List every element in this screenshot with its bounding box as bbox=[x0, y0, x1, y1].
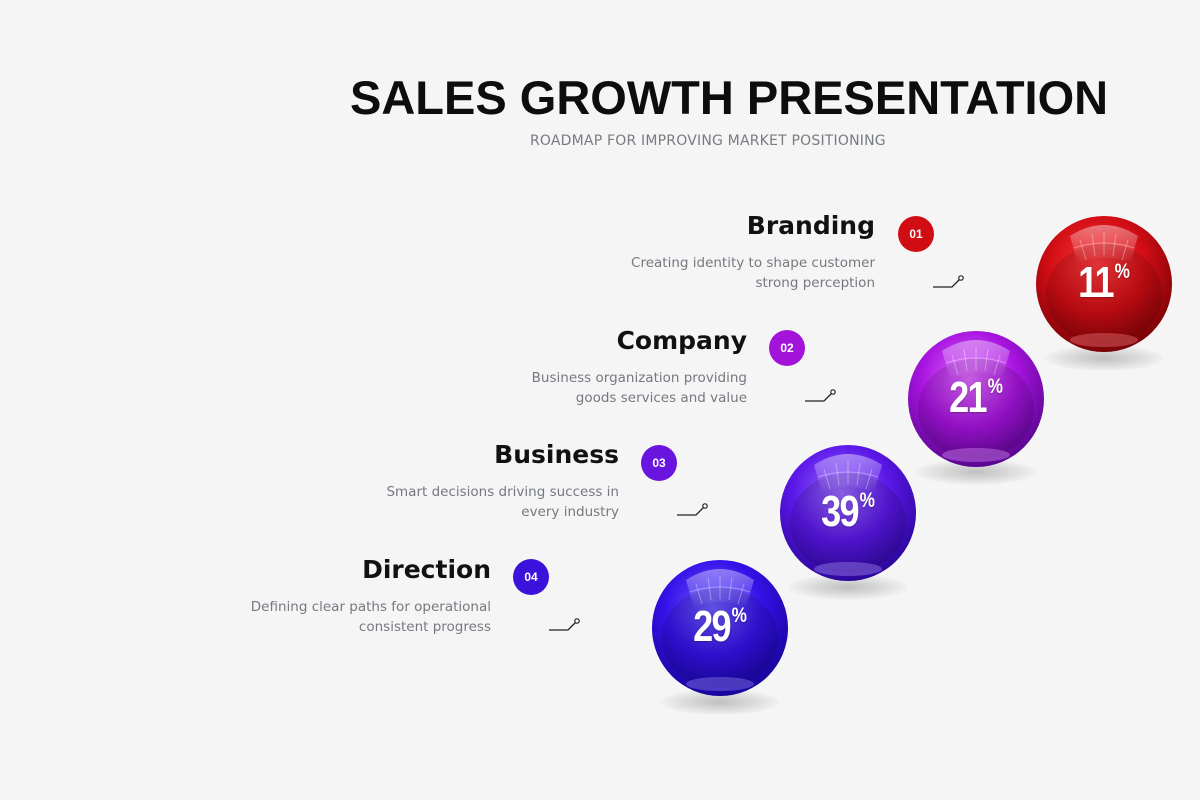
step-description: Creating identity to shape customer stro… bbox=[631, 255, 875, 291]
sphere-graphic bbox=[780, 445, 916, 581]
step-description: Business organization providing goods se… bbox=[531, 370, 747, 406]
percentage-value: 21% bbox=[949, 373, 1003, 422]
connector-line bbox=[805, 389, 836, 402]
step-heading: Branding bbox=[746, 211, 875, 240]
step-number-badge: 03 bbox=[641, 445, 677, 481]
sphere-graphic bbox=[652, 560, 788, 696]
step-heading: Business bbox=[494, 440, 619, 469]
step-number-badge: 01 bbox=[898, 216, 934, 252]
step-heading: Company bbox=[616, 326, 747, 355]
connector-line bbox=[549, 618, 580, 631]
step-heading: Direction bbox=[362, 555, 491, 584]
step-description: Smart decisions driving success in every… bbox=[386, 484, 619, 520]
percentage-sphere: 21% bbox=[906, 329, 1046, 469]
page-title: SALES GROWTH PRESENTATION bbox=[350, 71, 1109, 124]
percentage-value: 39% bbox=[821, 487, 875, 536]
step-number-badge: 04 bbox=[513, 559, 549, 595]
percentage-sphere: 29% bbox=[650, 558, 790, 698]
connector-line bbox=[933, 275, 964, 288]
sphere-graphic bbox=[908, 331, 1044, 467]
sphere-graphic bbox=[1036, 216, 1172, 352]
percentage-sphere: 11% bbox=[1034, 214, 1174, 354]
percentage-sphere: 39% bbox=[778, 443, 918, 583]
connector-line bbox=[677, 503, 708, 516]
percentage-value: 11% bbox=[1078, 258, 1130, 307]
page-subtitle: ROADMAP FOR IMPROVING MARKET POSITIONING bbox=[530, 133, 886, 149]
step-description: Defining clear paths for operational con… bbox=[250, 599, 491, 635]
step-number-badge: 02 bbox=[769, 330, 805, 366]
percentage-value: 29% bbox=[693, 602, 747, 651]
